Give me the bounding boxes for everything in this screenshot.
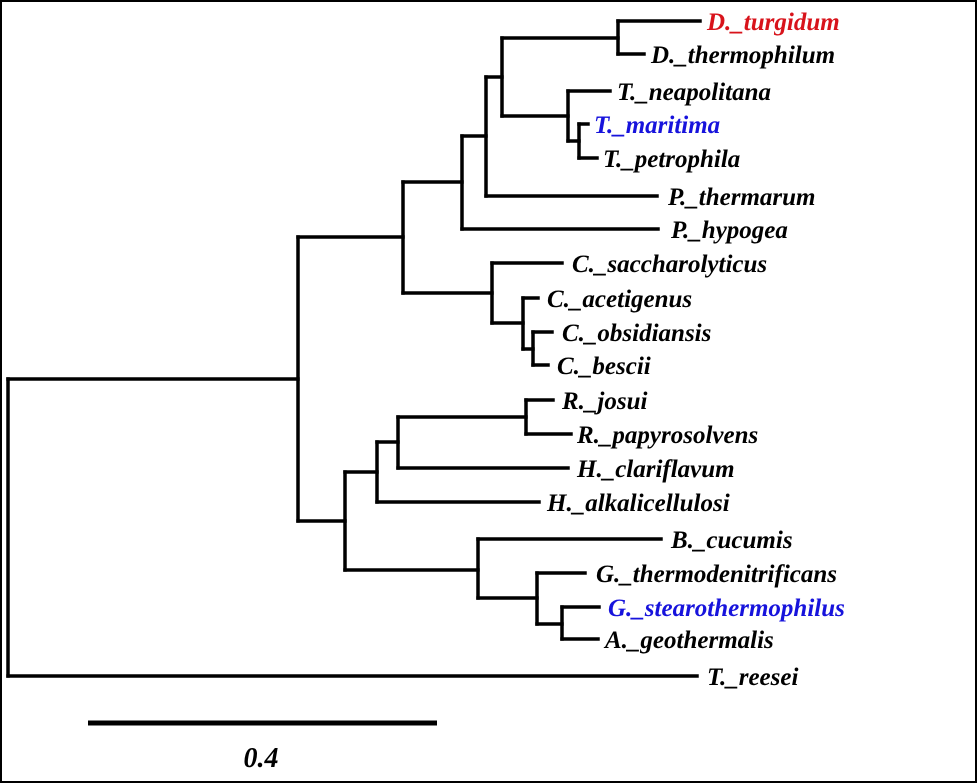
scale-bar-label: 0.4 [244,743,279,774]
taxon-label-t-maritima: T._maritima [594,112,720,139]
taxon-label-g-stearothermophilus: G._stearothermophilus [608,595,845,622]
taxon-label-t-reesei: T._reesei [707,664,798,691]
taxon-label-h-clariflavum: H._clariflavum [576,456,735,483]
taxon-label-t-petrophila: T._petrophila [603,146,740,173]
taxon-label-c-bescii: C._bescii [557,353,651,380]
taxon-label-r-josui: R._josui [561,388,648,415]
taxon-label-p-thermarum: P._thermarum [667,184,816,211]
taxon-label-t-neapolitana: T._neapolitana [617,79,771,106]
taxon-label-d-turgidum: D._turgidum [706,9,840,36]
taxon-label-c-acetigenus: C._acetigenus [547,286,692,313]
taxon-label-p-hypogea: P._hypogea [670,217,788,244]
taxon-label-r-papyrosolvens: R._papyrosolvens [576,422,758,449]
taxon-label-d-thermophilum: D._thermophilum [650,42,835,69]
taxon-label-b-cucumis: B._cucumis [670,527,793,554]
taxon-label-c-obsidiansis: C._obsidiansis [562,320,711,347]
taxon-label-c-saccharolyticus: C._saccharolyticus [572,251,767,278]
taxon-label-g-thermodenitrificans: G._thermodenitrificans [596,561,837,588]
taxon-label-h-alkalicellulosi: H._alkalicellulosi [546,490,730,517]
taxon-label-a-geothermalis: A._geothermalis [603,627,774,654]
